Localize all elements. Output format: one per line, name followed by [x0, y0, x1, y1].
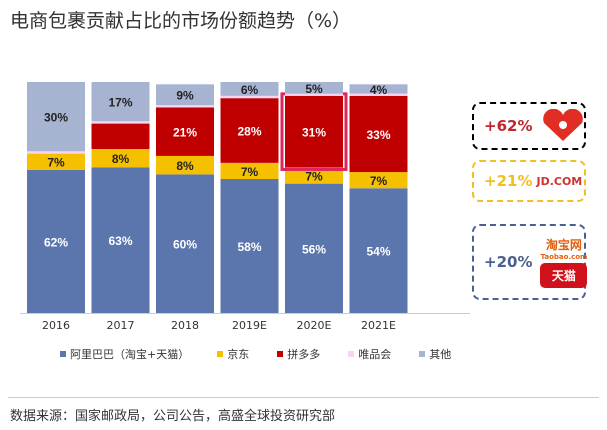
- legend-swatch: [217, 351, 224, 357]
- bar-segment: [27, 151, 85, 154]
- bar-segment: [220, 179, 279, 313]
- callout-jd: +21% JD.COM: [472, 160, 586, 202]
- bar-segment: [156, 107, 214, 156]
- bar-segment: [27, 169, 85, 313]
- data-label: 7%: [47, 156, 65, 170]
- bar-segment: [91, 148, 150, 168]
- data-label: 58%: [237, 240, 261, 254]
- bar-segment: [91, 121, 150, 124]
- legend: 阿里巴巴（淘宝+天猫） 京东 拼多多 唯品会 其他: [60, 346, 479, 362]
- data-label: 7%: [370, 174, 388, 188]
- data-label: 60%: [173, 238, 197, 252]
- bar-segment: [156, 105, 214, 108]
- bar-segment: [349, 84, 408, 94]
- bar-segment: [27, 153, 85, 170]
- chart-title: 电商包裹贡献占比的市场份额趋势（%）: [10, 10, 352, 32]
- bar-segment: [220, 98, 279, 163]
- data-label: 33%: [366, 128, 390, 142]
- legend-label: 唯品会: [358, 348, 392, 361]
- bar-segment: [349, 93, 408, 96]
- legend-item: 阿里巴巴（淘宝+天猫）: [60, 346, 189, 362]
- bar-segment: [220, 82, 279, 96]
- x-tick-label: 2017: [107, 319, 135, 332]
- callout-pinduoduo: +62%: [472, 102, 586, 150]
- callout-value: +21%: [484, 172, 533, 190]
- legend-swatch: [419, 351, 426, 357]
- bar-segment: [156, 174, 214, 313]
- data-label: 30%: [44, 111, 68, 125]
- data-label: 6%: [241, 83, 259, 97]
- data-label: 7%: [241, 165, 259, 179]
- callout-value: +20%: [484, 253, 533, 271]
- data-label: 31%: [302, 126, 326, 140]
- data-label: 63%: [108, 234, 132, 248]
- legend-label: 其他: [429, 348, 452, 361]
- data-label: 8%: [112, 152, 130, 166]
- legend-swatch: [60, 351, 66, 357]
- x-tick-label: 2018: [171, 319, 199, 332]
- legend-item: 唯品会: [348, 346, 391, 362]
- callout-alibaba: +20% 淘宝网 Taobao.com 天猫: [472, 224, 588, 300]
- x-tick-label: 2020E: [297, 319, 332, 332]
- x-tick-label: 2016: [42, 319, 70, 332]
- data-label: 56%: [302, 242, 326, 256]
- bar-segment: [91, 123, 150, 149]
- bar-segment: [156, 155, 214, 175]
- bar-segment: [91, 82, 150, 122]
- bar-segment: [285, 183, 343, 313]
- bar-segment: [349, 188, 408, 313]
- legend-label: 阿里巴巴（淘宝+天猫）: [70, 348, 190, 361]
- legend-label: 京东: [227, 348, 250, 361]
- legend-item: 其他: [419, 346, 451, 362]
- taobao-tmall-logo: 淘宝网 Taobao.com 天猫: [540, 236, 588, 288]
- bar-segment: [220, 162, 279, 180]
- bar-segment: [27, 82, 85, 152]
- bar-segment: [220, 95, 279, 99]
- bar-segment: [285, 93, 343, 96]
- legend-label: 拼多多: [287, 348, 321, 361]
- data-label: 9%: [176, 89, 194, 103]
- data-label: 8%: [176, 159, 194, 173]
- source-note: 数据来源：国家邮政局，公司公告，高盛全球投资研究部: [10, 409, 336, 424]
- bar-segment: [285, 167, 343, 184]
- x-tick-label: 2019E: [232, 319, 267, 332]
- bar-segment: [285, 95, 343, 168]
- legend-item: 拼多多: [277, 346, 320, 362]
- callout-value: +62%: [484, 117, 533, 135]
- data-label: 4%: [370, 83, 388, 97]
- legend-item: 京东: [217, 346, 249, 362]
- bar-segment: [285, 82, 343, 94]
- data-label: 54%: [366, 245, 390, 259]
- bar-segment: [349, 95, 408, 173]
- stacked-bar-chart: 62% 7% 30% 2016 63% 8% 17% 2017 60% 8% 21% 9% 2018 58…: [20, 82, 470, 332]
- pinduoduo-logo-icon: [543, 109, 584, 141]
- data-label: 5%: [305, 82, 323, 96]
- bar-segment: [156, 84, 214, 106]
- bar-segment: [349, 172, 408, 189]
- legend-swatch: [277, 351, 284, 357]
- bar-segment: [91, 167, 150, 313]
- data-label: 62%: [44, 235, 68, 249]
- data-label: 17%: [108, 96, 132, 110]
- jd-logo: JD.COM: [536, 174, 583, 188]
- legend-swatch: [348, 351, 355, 357]
- data-label: 7%: [305, 170, 323, 184]
- x-tick-label: 2021E: [361, 319, 396, 332]
- data-label: 28%: [237, 125, 261, 139]
- divider: [8, 397, 599, 398]
- data-label: 21%: [173, 126, 197, 140]
